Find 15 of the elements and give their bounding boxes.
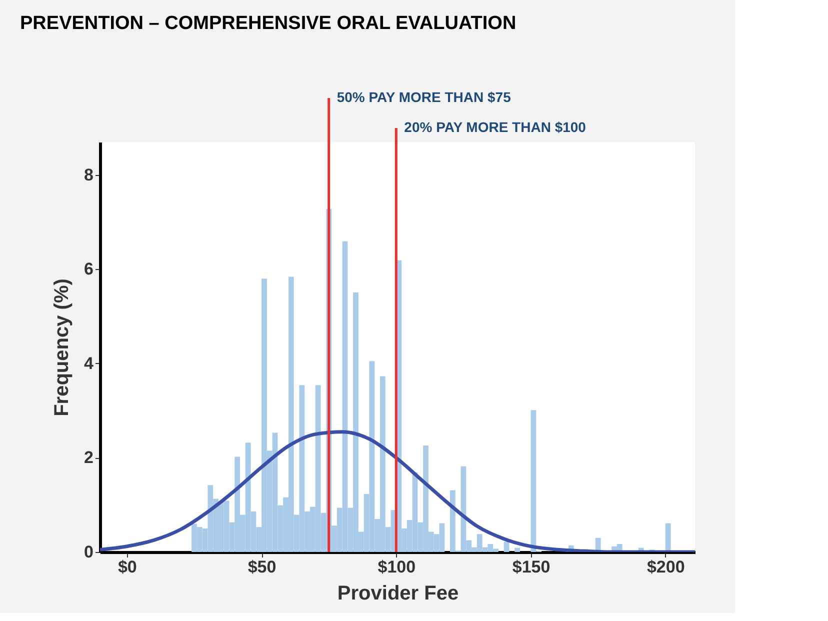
- x-tick-label: $200: [646, 558, 685, 576]
- x-tick-label: $0: [118, 558, 137, 576]
- y-axis-title: Frequency (%): [51, 278, 74, 416]
- ref-line-label: 50% PAY MORE THAN $75: [336, 89, 512, 105]
- chart-title: PREVENTION – COMPREHENSIVE ORAL EVALUATION: [20, 13, 516, 34]
- x-tick-label: $100: [378, 558, 416, 576]
- y-tick-label: 0: [84, 542, 94, 562]
- x-tick-label: $150: [512, 558, 550, 576]
- x-tick-label: $50: [248, 558, 276, 576]
- legend-label: 20% PAY MORE THAN $100: [404, 119, 586, 135]
- y-tick-label: 2: [84, 448, 94, 468]
- x-axis-title: Provider Fee: [337, 582, 459, 604]
- y-tick-label: 6: [84, 260, 94, 279]
- y-tick-label: 4: [84, 354, 94, 373]
- y-tick-label: 8: [84, 165, 94, 184]
